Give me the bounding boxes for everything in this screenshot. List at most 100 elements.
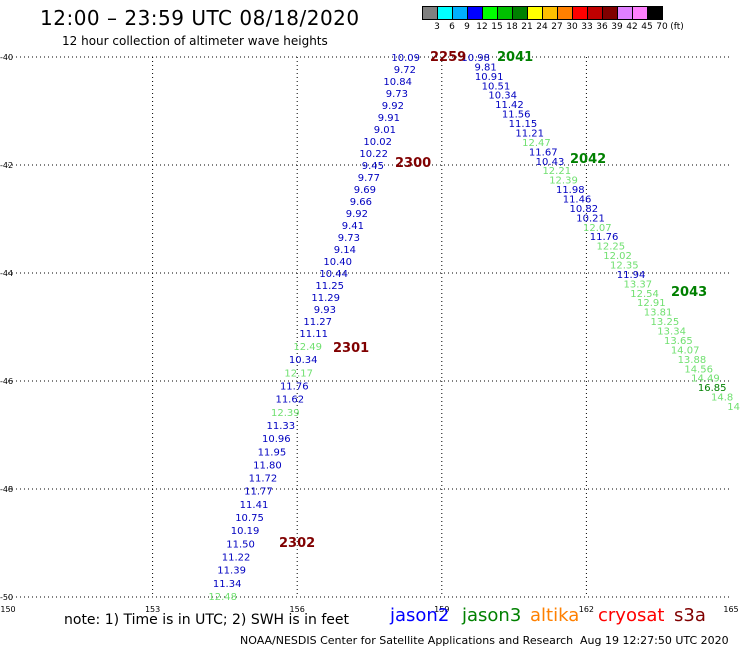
wave-height-label: 9.01 xyxy=(374,125,396,136)
lat-tick-label: -48 xyxy=(0,485,13,494)
wave-height-label: 9.73 xyxy=(386,89,408,100)
wave-height-label: 12.91 xyxy=(637,298,666,309)
color-scale-label: 24 xyxy=(536,22,548,32)
wave-height-label: 11.27 xyxy=(303,317,332,328)
wave-height-label: 11.72 xyxy=(249,474,278,485)
wave-height-label: 10.40 xyxy=(323,257,352,268)
color-scale-labels: 3 6 9 12 15 18 21 24 27 30 33 36 39 42 45 70 (ft) xyxy=(422,22,740,34)
wave-height-label: 10.44 xyxy=(319,269,348,280)
wave-height-label: 11.41 xyxy=(240,500,269,511)
wave-height-label: 12.48 xyxy=(208,592,237,603)
wave-height-label: 10.34 xyxy=(289,355,318,366)
color-scale-label: 18 xyxy=(506,22,518,32)
legend-s3a: s3a xyxy=(674,605,706,626)
wave-height-label: 10.91 xyxy=(475,72,504,83)
wave-height-label: 9.41 xyxy=(342,221,364,232)
timestamp-text: Aug 19 12:27:50 UTC 2020 xyxy=(580,634,729,647)
color-scale-label: 36 xyxy=(596,22,608,32)
wave-height-label: 11.62 xyxy=(275,395,304,406)
credit-text: NOAA/NESDIS Center for Satellite Applica… xyxy=(240,634,574,647)
wave-height-label: 12.02 xyxy=(603,251,632,262)
pass-time-label: 2300 xyxy=(395,156,431,171)
lon-tick-label: 165 xyxy=(723,605,738,614)
wave-height-label: 13.81 xyxy=(644,308,673,319)
wave-height-label: 13.88 xyxy=(678,355,707,366)
wave-height-label: 10.75 xyxy=(235,513,264,524)
wave-height-label: 11.42 xyxy=(495,100,524,111)
wave-height-label: 11.50 xyxy=(226,539,255,550)
color-swatch xyxy=(647,6,663,20)
lat-tick-label: -42 xyxy=(0,161,13,170)
subtitle: 12 hour collection of altimeter wave hei… xyxy=(62,34,328,48)
pass-time-label: 2301 xyxy=(333,341,369,356)
color-scale-label: 42 xyxy=(626,22,638,32)
wave-height-label: 9.66 xyxy=(350,197,372,208)
wave-height-label: 11.76 xyxy=(280,381,309,392)
wave-height-label: 11.22 xyxy=(222,553,251,564)
wave-height-label: 10.02 xyxy=(363,137,392,148)
wave-height-label: 11.34 xyxy=(213,579,242,590)
wave-height-label: 10.82 xyxy=(569,204,598,215)
wave-height-label: 11.67 xyxy=(529,147,558,158)
wave-height-label: 10.22 xyxy=(359,149,388,160)
color-scale-label: 33 xyxy=(581,22,593,32)
wave-height-label: 13.25 xyxy=(651,317,680,328)
wave-height-label: 10.43 xyxy=(536,157,565,168)
wave-height-label: 11.39 xyxy=(217,566,246,577)
wave-height-label: 9.93 xyxy=(314,305,336,316)
wave-height-label: 13.37 xyxy=(624,279,653,290)
color-scale-label: 21 xyxy=(521,22,533,32)
wave-height-label: 14.8 xyxy=(711,393,733,404)
wave-height-label: 12.21 xyxy=(542,166,571,177)
wave-height-label: 11.29 xyxy=(311,293,340,304)
color-scale-label: 9 xyxy=(464,22,470,32)
color-scale-label: 45 xyxy=(641,22,653,32)
wave-height-label: 9.72 xyxy=(394,65,416,76)
wave-height-label: 10.84 xyxy=(383,77,412,88)
wave-height-label: 9.45 xyxy=(362,161,384,172)
lat-tick-label: -40 xyxy=(0,53,13,62)
lon-tick-label: 162 xyxy=(579,605,594,614)
wave-height-label: 10.34 xyxy=(488,91,517,102)
wave-height-label: 14.49 xyxy=(691,374,720,385)
wave-height-label: 9.92 xyxy=(346,209,368,220)
lon-tick-label: 153 xyxy=(145,605,160,614)
wave-height-label: 11.21 xyxy=(515,128,544,139)
wave-height-label: 9.14 xyxy=(334,245,356,256)
pass-time-label: 2042 xyxy=(570,152,606,167)
title: 12:00 – 23:59 UTC 08/18/2020 xyxy=(40,6,360,30)
wave-height-label: 11.76 xyxy=(590,232,619,243)
pass-time-label: 2259 xyxy=(430,50,466,65)
pass-time-label: 2302 xyxy=(279,536,315,551)
color-scale-label: 6 xyxy=(449,22,455,32)
wave-height-label: 12.47 xyxy=(522,138,551,149)
lat-tick-label: -50 xyxy=(0,593,13,602)
color-scale-label: 70 xyxy=(656,22,668,32)
lon-tick-label: 159 xyxy=(434,605,449,614)
wave-height-label: 12.25 xyxy=(596,242,625,253)
wave-height-label: 11.77 xyxy=(244,487,273,498)
wave-height-label: 12.49 xyxy=(293,342,322,353)
pass-time-label: 2041 xyxy=(497,50,533,65)
wave-height-label: 12.35 xyxy=(610,261,639,272)
wave-height-label: 11.80 xyxy=(253,460,282,471)
wave-height-label: 12.17 xyxy=(284,368,313,379)
wave-height-label: 10.21 xyxy=(576,213,605,224)
wave-height-label: 11.25 xyxy=(315,281,344,292)
lat-tick-label: -44 xyxy=(0,269,13,278)
color-scale-label: (ft) xyxy=(670,22,684,32)
lat-tick-label: -46 xyxy=(0,377,13,386)
wave-height-label: 11.95 xyxy=(258,447,287,458)
wave-height-label: 11.46 xyxy=(563,194,592,205)
color-scale-label: 3 xyxy=(434,22,440,32)
wave-height-label: 9.73 xyxy=(338,233,360,244)
color-scale-label: 12 xyxy=(476,22,488,32)
wave-height-label: 11.56 xyxy=(502,110,531,121)
pass-time-label: 2043 xyxy=(671,285,707,300)
legend-cryosat: cryosat xyxy=(598,605,665,626)
wave-height-label: 12.07 xyxy=(583,223,612,234)
wave-height-label: 11.33 xyxy=(267,421,296,432)
color-scale-label: 27 xyxy=(551,22,563,32)
wave-height-label: 11.94 xyxy=(617,270,646,281)
